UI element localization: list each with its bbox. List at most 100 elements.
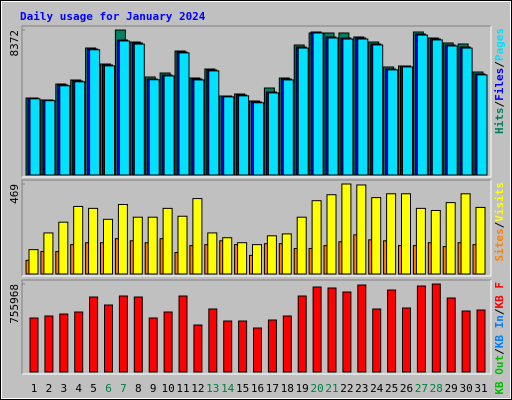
bar: [475, 206, 486, 275]
x-tick-label: 13: [206, 382, 219, 395]
x-tick-label: 19: [296, 382, 309, 395]
x-tick-label: 4: [75, 382, 82, 395]
legend: Hits/Files/Pages: [493, 28, 506, 134]
bar: [342, 291, 352, 373]
x-tick-label: 27: [415, 382, 428, 395]
bar: [148, 79, 160, 176]
bar: [208, 308, 218, 373]
panel-light: [22, 26, 492, 178]
bar: [104, 65, 115, 176]
x-tick-label: 8: [135, 382, 142, 395]
x-tick-label: 16: [251, 382, 264, 395]
x-tick-label: 22: [340, 382, 353, 395]
bar: [117, 204, 128, 275]
bar: [178, 52, 190, 176]
bar: [282, 79, 294, 176]
x-tick-label: 11: [176, 382, 189, 395]
x-tick-label: 28: [430, 382, 443, 395]
bar: [430, 209, 441, 275]
panel-light: [22, 180, 492, 277]
bar: [223, 320, 233, 373]
bar: [431, 39, 443, 176]
bar: [416, 34, 428, 176]
x-tick-label: 31: [474, 382, 487, 395]
bar: [133, 296, 143, 373]
bar: [223, 96, 235, 176]
bar: [88, 207, 99, 275]
x-tick-label: 25: [385, 382, 398, 395]
legend-entry: Files: [493, 68, 506, 101]
bar: [253, 102, 264, 176]
x-tick-label: 30: [459, 382, 472, 395]
bar: [356, 184, 367, 275]
bar: [104, 304, 113, 373]
bar: [222, 237, 233, 275]
x-tick-label: 20: [310, 382, 323, 395]
legend-entry: Hits: [493, 108, 506, 135]
bar: [372, 308, 382, 373]
bar: [282, 315, 292, 373]
bar: [327, 37, 339, 176]
legend-entry: KB F: [493, 282, 506, 309]
bar: [401, 193, 411, 275]
bar: [253, 327, 262, 373]
legend: KB Out/KB In/KB F: [493, 282, 506, 395]
bar: [446, 45, 458, 176]
bar: [74, 81, 86, 176]
bar: [326, 194, 337, 275]
bar: [446, 297, 456, 373]
bar: [28, 249, 39, 275]
bar: [297, 295, 307, 373]
x-tick-label: 7: [120, 382, 127, 395]
bar: [296, 216, 307, 275]
bar: [237, 242, 248, 275]
bar: [341, 183, 352, 275]
bar: [357, 38, 369, 176]
bar: [387, 69, 399, 176]
bar: [148, 317, 158, 373]
x-tick-label: 15: [236, 382, 249, 395]
bar: [147, 216, 158, 275]
bar: [89, 296, 99, 373]
legend-entry: KB In: [493, 315, 506, 348]
x-tick-label: 3: [60, 382, 67, 395]
x-tick-label: 9: [150, 382, 157, 395]
panel-light: [22, 280, 492, 375]
bar: [178, 295, 188, 373]
y-tick-label: 755968: [8, 284, 21, 324]
legend-separator: /: [493, 308, 506, 315]
bar: [416, 285, 426, 373]
legend-separator: /: [493, 221, 506, 228]
bar: [207, 232, 218, 275]
x-tick-label: 26: [400, 382, 413, 395]
x-tick-label: 12: [191, 382, 204, 395]
bar: [118, 40, 130, 176]
bar: [461, 47, 473, 176]
bar: [74, 311, 84, 373]
bar: [342, 38, 354, 176]
panel-shadow: [21, 25, 491, 177]
bar: [162, 207, 173, 275]
bar: [445, 202, 456, 275]
bar: [311, 200, 322, 275]
bar: [89, 49, 101, 176]
bar: [372, 44, 384, 176]
bar: [476, 309, 486, 373]
legend-entry: KB Out: [493, 355, 506, 395]
panel-shadow: [21, 279, 491, 374]
bar: [267, 319, 277, 373]
bar: [267, 92, 279, 176]
legend-entry: Visits: [493, 182, 506, 222]
x-tick-label: 10: [161, 382, 174, 395]
legend-separator: /: [493, 61, 506, 68]
x-tick-label: 5: [90, 382, 97, 395]
bar: [118, 295, 128, 373]
x-tick-label: 24: [370, 382, 384, 395]
bar: [312, 286, 322, 373]
bar: [460, 193, 471, 275]
bar: [297, 47, 309, 176]
bar: [252, 244, 262, 275]
legend-entry: Pages: [493, 28, 506, 61]
